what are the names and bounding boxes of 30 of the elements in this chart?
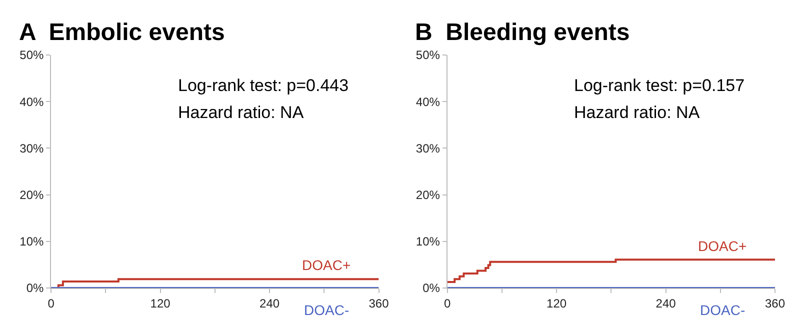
annotation: Log-rank test: p=0.157 <box>574 76 745 95</box>
y-tick-label: 40% <box>416 94 440 109</box>
annotation: Hazard ratio: NA <box>178 103 304 122</box>
y-tick-label: 40% <box>20 94 44 109</box>
annotation: Hazard ratio: NA <box>574 103 700 122</box>
chart-title: B Bleeding events <box>415 19 630 46</box>
x-tick-label: 0 <box>48 296 55 310</box>
series-label: DOAC+ <box>302 257 351 273</box>
chart-title: A Embolic events <box>19 19 225 46</box>
annotation: Log-rank test: p=0.443 <box>178 76 349 95</box>
y-tick-label: 30% <box>416 141 440 156</box>
y-tick-label: 20% <box>20 188 44 202</box>
x-tick-label: 240 <box>260 296 280 310</box>
series-label: DOAC+ <box>698 238 747 254</box>
y-tick-label: 0% <box>422 281 440 296</box>
x-tick-label: 0 <box>444 296 451 310</box>
series-label: DOAC- <box>304 302 350 318</box>
y-tick-label: 50% <box>20 48 44 62</box>
x-tick-label: 120 <box>150 296 171 310</box>
y-tick-label: 10% <box>20 234 44 249</box>
y-tick-label: 20% <box>416 188 440 202</box>
x-tick-label: 240 <box>656 296 676 310</box>
series-label: DOAC- <box>700 302 746 318</box>
x-tick-label: 360 <box>764 296 786 310</box>
y-tick-label: 50% <box>416 48 440 62</box>
y-tick-label: 30% <box>20 141 44 156</box>
x-tick-label: 360 <box>368 296 390 310</box>
y-tick-label: 0% <box>26 281 44 296</box>
x-tick-label: 120 <box>546 296 567 310</box>
y-tick-label: 10% <box>416 234 440 249</box>
